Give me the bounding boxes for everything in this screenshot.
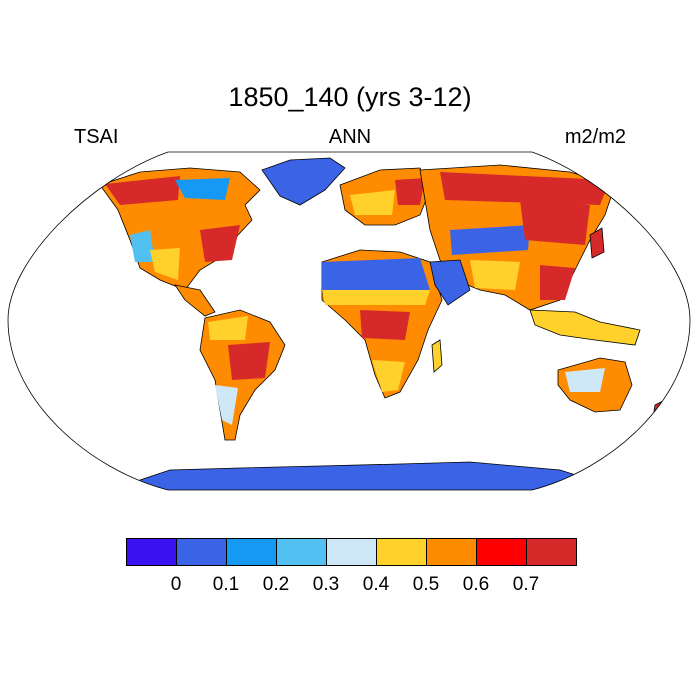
period-label: ANN — [328, 126, 372, 148]
colorbar-swatch — [176, 538, 227, 566]
units-label: m2/m2 — [564, 126, 626, 148]
colorbar-tick-label: 0.7 — [512, 574, 540, 595]
colorbar-tick-label: 0.5 — [412, 574, 440, 595]
colorbar-tick-label: 0.6 — [462, 574, 490, 595]
map-title: 1850_140 (yrs 3-12) — [228, 82, 472, 112]
antarctica — [139, 461, 586, 490]
colorbar-tick-label: 0.3 — [312, 574, 340, 595]
arabia — [429, 259, 471, 306]
colorbar-tick-label: 0 — [170, 574, 182, 595]
colorbar-swatch — [326, 538, 377, 566]
colorbar-swatch — [526, 538, 577, 566]
colorbar-tick-label: 0.2 — [262, 574, 290, 595]
colorbar-tick-label: 0.1 — [212, 574, 240, 595]
central-america — [174, 284, 216, 317]
map-outline — [7, 151, 691, 491]
japan — [589, 227, 605, 259]
indonesia — [529, 309, 641, 346]
colorbar-swatch — [426, 538, 477, 566]
colorbar-swatch — [226, 538, 277, 566]
variable-label: TSAI — [74, 126, 119, 148]
colorbar-swatch — [276, 538, 327, 566]
colorbar-swatch — [376, 538, 427, 566]
colorbar-tick-label: 0.4 — [362, 574, 390, 595]
colorbar-swatch — [126, 538, 177, 566]
madagascar — [431, 339, 443, 373]
greenland — [261, 157, 346, 206]
colorbar-swatch — [476, 538, 527, 566]
